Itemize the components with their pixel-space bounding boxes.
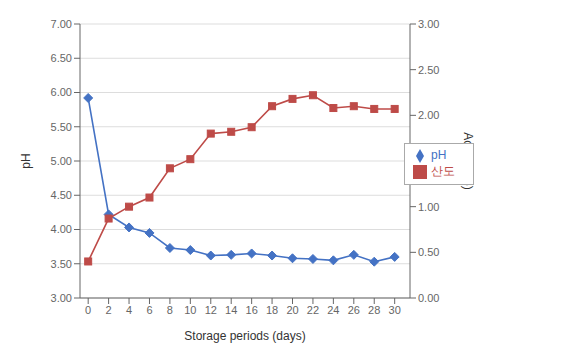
- svg-text:4: 4: [126, 304, 132, 316]
- svg-text:6.00: 6.00: [51, 86, 72, 98]
- svg-text:1.50: 1.50: [418, 155, 439, 167]
- svg-text:2.50: 2.50: [418, 64, 439, 76]
- html-text:산도: 산도: [431, 163, 455, 178]
- svg-text:3.00: 3.00: [418, 18, 439, 30]
- svg-text:30: 30: [389, 304, 401, 316]
- svg-text:8: 8: [167, 304, 173, 316]
- svg-text:0.50: 0.50: [418, 246, 439, 258]
- svg-text:24: 24: [327, 304, 339, 316]
- svg-text:2.00: 2.00: [418, 109, 439, 121]
- svg-text:4.50: 4.50: [51, 189, 72, 201]
- svg-text:28: 28: [368, 304, 380, 316]
- svg-text:Acidity (%): Acidity (%): [461, 132, 475, 189]
- svg-text:18: 18: [266, 304, 278, 316]
- html-text:pH: pH: [431, 148, 447, 162]
- svg-text:26: 26: [348, 304, 360, 316]
- svg-text:3.00: 3.00: [51, 292, 72, 304]
- svg-text:0: 0: [85, 304, 91, 316]
- svg-text:Storage periods (days): Storage periods (days): [184, 329, 305, 343]
- svg-text:14: 14: [225, 304, 237, 316]
- svg-text:1.00: 1.00: [418, 201, 439, 213]
- svg-text:16: 16: [246, 304, 258, 316]
- svg-text:6: 6: [146, 304, 152, 316]
- svg-text:0.00: 0.00: [418, 292, 439, 304]
- svg-text:12: 12: [205, 304, 217, 316]
- svg-text:22: 22: [307, 304, 319, 316]
- svg-text:20: 20: [286, 304, 298, 316]
- svg-text:4.00: 4.00: [51, 223, 72, 235]
- svg-text:5.50: 5.50: [51, 121, 72, 133]
- svg-text:2: 2: [106, 304, 112, 316]
- svg-text:6.50: 6.50: [51, 52, 72, 64]
- svg-text:5.00: 5.00: [51, 155, 72, 167]
- svg-text:pH: pH: [19, 153, 33, 168]
- svg-text:3.50: 3.50: [51, 258, 72, 270]
- svg-text:7.00: 7.00: [51, 18, 72, 30]
- svg-text:10: 10: [184, 304, 196, 316]
